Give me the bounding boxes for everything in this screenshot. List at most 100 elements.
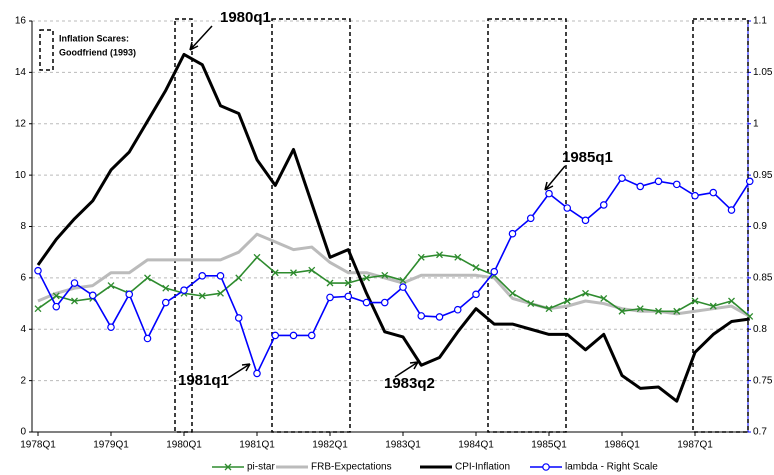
marker-circle bbox=[618, 174, 626, 183]
marker-x bbox=[224, 463, 232, 471]
arrow bbox=[544, 165, 566, 191]
annotation: 1980q1 bbox=[220, 9, 271, 26]
marker-x bbox=[691, 297, 699, 305]
marker-circle bbox=[161, 298, 170, 307]
marker-x bbox=[709, 302, 717, 310]
marker-circle bbox=[435, 313, 444, 321]
y-tick-label: 2 bbox=[20, 375, 26, 386]
note-line: Goodfriend (1993) bbox=[59, 47, 136, 57]
marker-x bbox=[527, 300, 535, 308]
marker-circle bbox=[709, 188, 718, 197]
marker-x bbox=[417, 253, 425, 261]
y2-tick-label: 1 bbox=[753, 118, 759, 129]
marker-x bbox=[509, 289, 516, 297]
marker-circle bbox=[88, 291, 97, 300]
marker-x bbox=[71, 297, 78, 305]
scare-box bbox=[271, 18, 351, 433]
marker-x bbox=[344, 279, 352, 287]
y-tick-label: 14 bbox=[15, 67, 27, 78]
marker-circle bbox=[672, 180, 681, 189]
y2-tick-label: 0.75 bbox=[753, 375, 773, 386]
y2-tick-label: 0.85 bbox=[753, 273, 773, 284]
x-tick-label: 1982Q1 bbox=[312, 440, 348, 451]
marker-x bbox=[454, 253, 462, 261]
marker-circle bbox=[362, 298, 371, 307]
marker-x bbox=[545, 305, 553, 313]
marker-circle bbox=[581, 216, 590, 225]
marker-circle bbox=[70, 279, 79, 287]
series-line bbox=[37, 253, 751, 318]
x-tick-label: 1985Q1 bbox=[531, 440, 567, 451]
x-tick-label: 1987Q1 bbox=[677, 440, 713, 451]
marker-circle bbox=[654, 177, 663, 186]
marker-x bbox=[253, 253, 261, 261]
marker-circle bbox=[399, 283, 407, 291]
annotation: 1985q1 bbox=[562, 149, 613, 166]
marker-circle bbox=[453, 305, 462, 314]
marker-circle bbox=[542, 463, 550, 471]
y-tick-label: 4 bbox=[20, 324, 26, 335]
series-line bbox=[37, 177, 751, 375]
legend-label: FRB-Expectations bbox=[311, 462, 392, 473]
marker-x bbox=[217, 289, 224, 297]
marker-x bbox=[198, 292, 206, 300]
marker-x bbox=[308, 266, 316, 274]
marker-circle bbox=[107, 323, 115, 331]
y2-tick-label: 1.05 bbox=[753, 67, 773, 78]
marker-circle bbox=[52, 302, 61, 311]
x-tick-label: 1978Q1 bbox=[20, 440, 56, 451]
annotation: 1983q2 bbox=[384, 375, 435, 392]
marker-x bbox=[399, 276, 407, 284]
marker-circle bbox=[472, 290, 480, 299]
marker-circle bbox=[198, 272, 207, 280]
arrow bbox=[189, 25, 213, 51]
annotation: 1981q1 bbox=[178, 372, 229, 389]
marker-x bbox=[582, 289, 589, 297]
marker-x bbox=[271, 269, 279, 277]
note-line: Inflation Scares: bbox=[59, 33, 129, 43]
scare-box bbox=[692, 18, 749, 433]
marker-circle bbox=[307, 331, 316, 340]
marker-x bbox=[235, 274, 243, 282]
marker-circle bbox=[326, 293, 334, 302]
annotation-arrows bbox=[189, 25, 566, 379]
marker-x bbox=[618, 307, 626, 315]
marker-circle bbox=[344, 292, 353, 301]
x-tick-label: 1984Q1 bbox=[458, 440, 494, 451]
marker-circle bbox=[526, 214, 535, 223]
y-tick-label: 16 bbox=[15, 16, 27, 27]
marker-x bbox=[436, 251, 443, 259]
marker-circle bbox=[490, 267, 499, 276]
x-tick-label: 1981Q1 bbox=[239, 440, 275, 451]
legend-label: lambda - Right Scale bbox=[565, 462, 658, 473]
y-tick-label: 8 bbox=[20, 221, 26, 232]
marker-x bbox=[472, 264, 480, 272]
marker-circle bbox=[143, 334, 152, 343]
y-tick-label: 12 bbox=[15, 118, 27, 129]
marker-circle bbox=[599, 201, 608, 209]
inflation-scare-boxes bbox=[39, 18, 749, 433]
x-tick-label: 1986Q1 bbox=[604, 440, 640, 451]
marker-circle bbox=[545, 189, 553, 198]
legend-label: CPI-Inflation bbox=[455, 462, 510, 473]
marker-circle bbox=[180, 286, 188, 295]
series-line bbox=[36, 52, 750, 403]
marker-x bbox=[162, 284, 170, 292]
marker-circle bbox=[271, 331, 280, 340]
marker-circle bbox=[253, 369, 261, 378]
y-tick-label: 6 bbox=[20, 273, 26, 284]
scare-box bbox=[487, 18, 567, 433]
marker-x bbox=[107, 282, 115, 290]
marker-x bbox=[655, 307, 662, 315]
marker-x bbox=[290, 269, 297, 277]
marker-x bbox=[34, 305, 42, 313]
marker-x bbox=[52, 292, 60, 300]
marker-x bbox=[673, 307, 681, 315]
marker-x bbox=[563, 297, 571, 305]
axes: 0 2 4 6 8 10 12 14 16 0.7 0.75 0.8 0.85 0.9 0.95 1 1.05 1… bbox=[15, 16, 773, 438]
marker-x bbox=[636, 305, 644, 313]
marker-x bbox=[381, 271, 389, 279]
scare-legend-box bbox=[39, 29, 54, 71]
